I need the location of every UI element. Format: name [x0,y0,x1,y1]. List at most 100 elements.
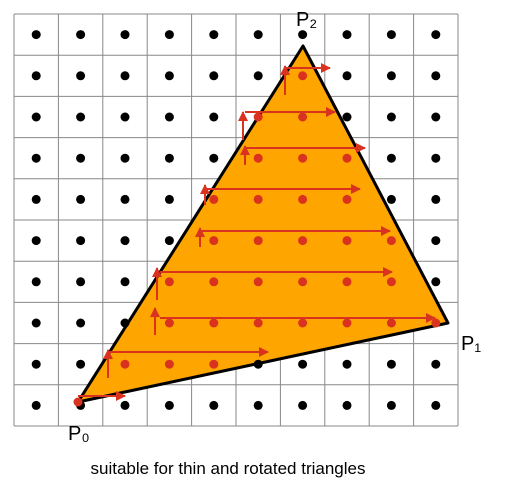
scan-arrows [78,63,436,401]
pixel-center [209,112,219,122]
pixel-center [164,194,174,204]
pixel-center [431,30,441,40]
pixel-center [164,153,174,163]
pixel-center [76,30,86,40]
pixel-center [342,30,352,40]
pixel-center [342,236,352,246]
pixel-center [31,194,41,204]
pixel-center [120,194,130,204]
pixel-center [342,359,352,369]
pixel-center [76,153,86,163]
pixel-center [31,318,41,328]
pixel-center [298,71,308,81]
pixel-center [120,153,130,163]
pixel-center [76,71,86,81]
pixel-center [253,236,263,246]
pixel-center [431,153,441,163]
pixel-center [76,359,86,369]
pixel-center [164,400,174,410]
pixel-center [386,153,396,163]
pixel-center [209,277,219,287]
pixel-center [342,112,352,122]
pixel-center [164,112,174,122]
pixel-center [209,236,219,246]
pixel-center [73,397,83,407]
pixel-center [120,71,130,81]
pixel-center [120,400,130,410]
pixel-center [386,359,396,369]
pixel-center [298,194,308,204]
pixel-center [253,277,263,287]
pixel-center [31,359,41,369]
pixel-center [164,30,174,40]
pixel-center [431,71,441,81]
pixel-center [386,112,396,122]
pixel-center [253,30,263,40]
pixel-center [431,236,441,246]
pixel-center [386,236,396,246]
pixel-center [164,236,174,246]
pixel-center [342,153,352,163]
pixel-center [386,400,396,410]
pixel-center [431,277,441,287]
pixel-center [31,400,41,410]
pixel-center [298,277,308,287]
pixel-center [253,71,263,81]
pixel-center [120,236,130,246]
pixel-center [342,318,352,328]
pixel-center [253,318,263,328]
pixel-center [209,30,219,40]
pixel-center [164,318,174,328]
pixel-center [431,112,441,122]
pixel-center [253,400,263,410]
pixel-center [164,71,174,81]
pixel-center [298,318,308,328]
pixel-center [209,153,219,163]
pixel-center [209,318,219,328]
pixel-center [342,194,352,204]
pixel-center [298,236,308,246]
pixel-center [120,112,130,122]
pixel-center [298,112,308,122]
pixel-center [209,194,219,204]
vertex-label: P₁ [461,333,481,355]
pixel-center [298,153,308,163]
pixel-center [431,318,441,328]
vertex-label: P₀ [68,423,90,445]
pixel-center [342,400,352,410]
pixel-center [120,277,130,287]
triangle [76,44,450,404]
pixel-center [31,30,41,40]
caption: suitable for thin and rotated triangles [90,459,365,478]
pixel-center [253,194,263,204]
pixel-center [253,359,263,369]
pixel-center [31,236,41,246]
pixel-center [31,277,41,287]
pixel-center [164,359,174,369]
pixel-center [298,400,308,410]
pixel-center [342,71,352,81]
pixel-centers [31,30,441,410]
pixel-center [253,112,263,122]
pixel-center [431,359,441,369]
pixel-center [298,359,308,369]
pixel-center [31,153,41,163]
pixel-center [209,400,219,410]
pixel-center [386,71,396,81]
vertex-label: P₂ [296,9,317,31]
pixel-center [164,277,174,287]
pixel-center [431,400,441,410]
pixel-center [209,71,219,81]
pixel-center [76,112,86,122]
pixel-center [31,71,41,81]
pixel-center [209,359,219,369]
pixel-center [120,30,130,40]
pixel-center [120,359,130,369]
pixel-center [386,194,396,204]
pixel-center [386,277,396,287]
pixel-center [76,194,86,204]
pixel-center [76,236,86,246]
pixel-center [120,318,130,328]
pixel-center [386,30,396,40]
